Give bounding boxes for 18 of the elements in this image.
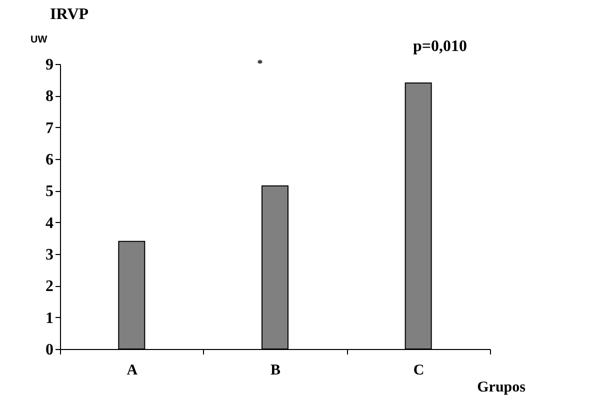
y-tick-label: 9 xyxy=(46,56,54,74)
text: p=0,010 xyxy=(412,38,468,55)
y-tick-label: 8 xyxy=(46,88,54,106)
y-tick-label: 0 xyxy=(46,342,54,358)
x-tick-label: C xyxy=(413,362,424,378)
y-tick-label: 6 xyxy=(46,152,54,168)
y-tick-label: 3 xyxy=(46,246,54,264)
y-axis-title: UW xyxy=(30,34,48,46)
y-tick-label: 7 xyxy=(46,120,54,137)
chart-title: IRVP xyxy=(50,6,89,23)
x-tick-label: A xyxy=(126,362,138,378)
y-tick-label: 4 xyxy=(46,214,54,232)
y-tick-label: 5 xyxy=(46,183,54,200)
annotation: * xyxy=(257,58,264,70)
x-axis-title: Grupos xyxy=(477,380,526,396)
x-tick-label: B xyxy=(270,362,281,378)
y-tick-label: 2 xyxy=(46,278,54,296)
y-tick-label: 1 xyxy=(46,310,54,327)
